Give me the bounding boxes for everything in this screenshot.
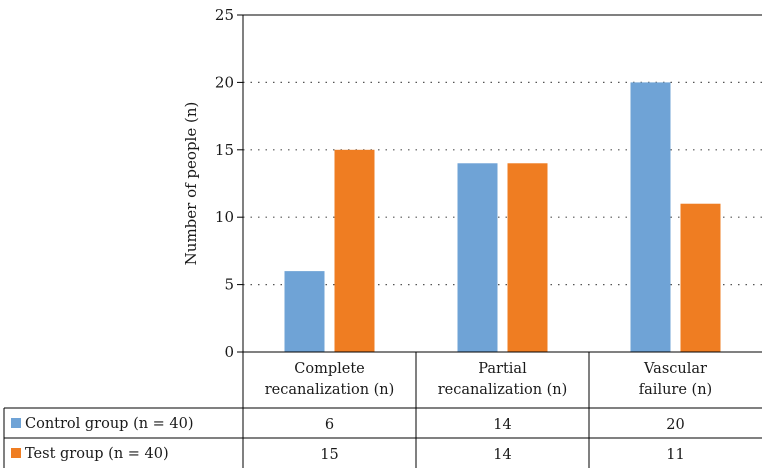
bar-control-2 (630, 82, 671, 353)
y-axis-title: Number of people (n) (182, 102, 200, 266)
data-label: 14 (493, 417, 511, 433)
bar-test-2 (680, 203, 721, 352)
bar-test-0 (334, 149, 375, 352)
y-tick-label: 0 (224, 343, 234, 361)
y-tick-label: 5 (224, 276, 234, 294)
x-category-label: Vascular (643, 361, 707, 377)
y-tick-label: 10 (215, 208, 234, 226)
data-label: 14 (493, 447, 511, 463)
bar-control-0 (284, 271, 325, 352)
legend-label: Test group (n = 40) (25, 446, 169, 462)
bar-test-1 (507, 163, 548, 352)
data-label: 11 (666, 447, 684, 463)
x-category-label: recanalization (n) (438, 382, 568, 398)
data-label: 20 (666, 417, 684, 433)
legend-label: Control group (n = 40) (25, 416, 194, 432)
bar-control-1 (457, 163, 498, 352)
x-category-label: Partial (478, 361, 527, 377)
y-tick-label: 25 (215, 6, 234, 24)
x-category-label: failure (n) (639, 382, 712, 398)
y-tick-label: 15 (215, 141, 234, 159)
data-label: 15 (320, 447, 338, 463)
y-tick-label: 20 (215, 73, 234, 91)
x-category-label: Complete (294, 361, 364, 377)
legend-swatch-test (11, 448, 21, 458)
x-category-label: recanalization (n) (265, 382, 395, 398)
legend-swatch-control (11, 418, 21, 428)
data-label: 6 (325, 417, 334, 433)
